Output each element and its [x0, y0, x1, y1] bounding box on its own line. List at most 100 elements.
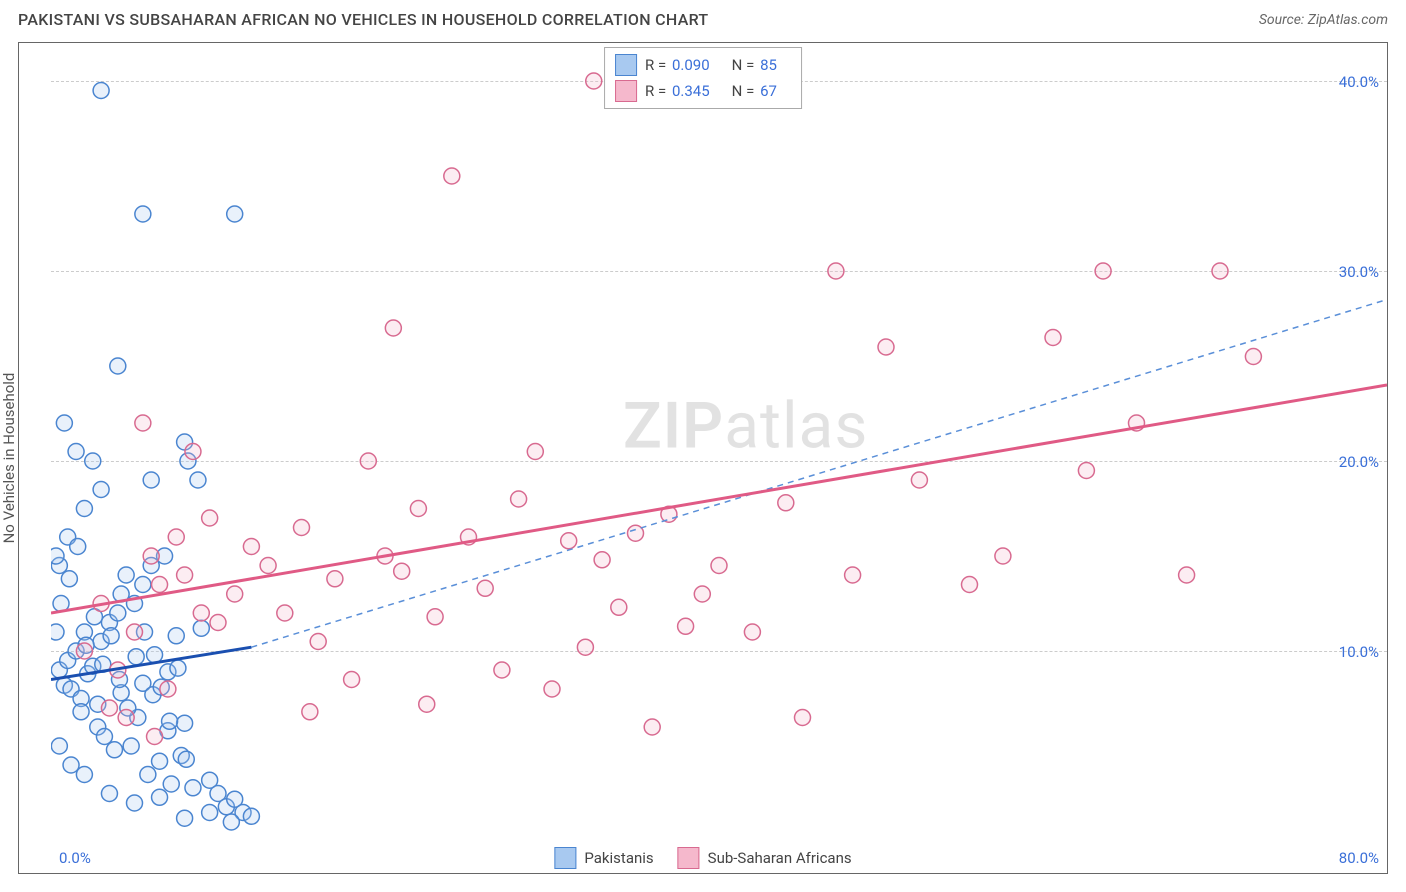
data-point — [123, 738, 139, 754]
legend-swatch — [615, 54, 637, 76]
data-point — [76, 501, 92, 517]
data-point — [73, 704, 89, 720]
data-point — [586, 73, 602, 89]
legend-item: Sub-Saharan Africans — [678, 847, 852, 869]
data-point — [828, 263, 844, 279]
legend-label: Sub-Saharan Africans — [708, 849, 852, 867]
data-point — [419, 696, 435, 712]
data-point — [76, 767, 92, 783]
data-point — [190, 472, 206, 488]
data-point — [561, 533, 577, 549]
data-point — [527, 444, 543, 460]
data-point — [168, 628, 184, 644]
data-point — [494, 662, 510, 678]
plot-area: ZIPatlas — [51, 43, 1387, 841]
data-point — [1095, 263, 1111, 279]
data-point — [51, 624, 64, 640]
data-point — [140, 767, 156, 783]
data-point — [410, 501, 426, 517]
data-point — [143, 472, 159, 488]
data-point — [168, 529, 184, 545]
data-point — [68, 444, 84, 460]
legend-label: Pakistanis — [584, 849, 653, 867]
data-point — [101, 786, 117, 802]
data-point — [56, 415, 72, 431]
legend-item: Pakistanis — [554, 847, 653, 869]
data-point — [110, 358, 126, 374]
chart-source: Source: ZipAtlas.com — [1259, 12, 1388, 28]
data-point — [962, 577, 978, 593]
legend-n: N = 85 — [732, 56, 791, 74]
data-point — [61, 571, 77, 587]
data-point — [147, 729, 163, 745]
data-point — [193, 620, 209, 636]
data-point — [128, 649, 144, 665]
data-point — [694, 586, 710, 602]
data-point — [118, 710, 134, 726]
data-point — [177, 810, 193, 826]
data-point — [227, 586, 243, 602]
chart-container: No Vehicles in Household ZIPatlas 0.0% 8… — [18, 42, 1388, 874]
data-point — [193, 605, 209, 621]
data-point — [444, 168, 460, 184]
data-point — [327, 571, 343, 587]
data-point — [1245, 349, 1261, 365]
data-point — [177, 715, 193, 731]
scatter-svg — [51, 43, 1387, 841]
data-point — [152, 753, 168, 769]
legend-swatch — [554, 847, 576, 869]
x-tick-max: 80.0% — [1339, 849, 1379, 867]
data-point — [594, 552, 610, 568]
data-point — [845, 567, 861, 583]
chart-header: PAKISTANI VS SUBSAHARAN AFRICAN NO VEHIC… — [0, 0, 1406, 35]
data-point — [544, 681, 560, 697]
legend-swatch — [678, 847, 700, 869]
data-point — [135, 415, 151, 431]
data-point — [101, 700, 117, 716]
data-point — [110, 605, 126, 621]
correlation-legend: R = 0.090 N = 85 R = 0.345 N = 67 — [604, 47, 802, 109]
legend-r: R = 0.090 — [645, 56, 724, 74]
trend-line-extrapolated — [251, 300, 1387, 648]
data-point — [477, 580, 493, 596]
data-point — [185, 444, 201, 460]
legend-n: N = 67 — [732, 82, 791, 100]
data-point — [93, 482, 109, 498]
data-point — [427, 609, 443, 625]
data-point — [152, 789, 168, 805]
data-point — [135, 577, 151, 593]
data-point — [227, 206, 243, 222]
data-point — [878, 339, 894, 355]
data-point — [795, 710, 811, 726]
data-point — [76, 643, 92, 659]
legend-r: R = 0.345 — [645, 82, 724, 100]
data-point — [260, 558, 276, 574]
y-axis-label: No Vehicles in Household — [0, 373, 18, 544]
data-point — [178, 751, 194, 767]
data-point — [127, 624, 143, 640]
data-point — [163, 776, 179, 792]
data-point — [243, 808, 259, 824]
data-point — [1179, 567, 1195, 583]
data-point — [1212, 263, 1228, 279]
data-point — [106, 742, 122, 758]
data-point — [51, 738, 67, 754]
data-point — [310, 634, 326, 650]
data-point — [344, 672, 360, 688]
data-point — [644, 719, 660, 735]
data-point — [302, 704, 318, 720]
data-point — [577, 639, 593, 655]
data-point — [1078, 463, 1094, 479]
legend-row: R = 0.345 N = 67 — [615, 78, 791, 104]
data-point — [170, 660, 186, 676]
data-point — [711, 558, 727, 574]
x-tick-min: 0.0% — [59, 849, 91, 867]
data-point — [162, 713, 178, 729]
data-point — [243, 539, 259, 555]
data-point — [103, 628, 119, 644]
data-point — [127, 795, 143, 811]
data-point — [385, 320, 401, 336]
data-point — [394, 563, 410, 579]
data-point — [223, 814, 239, 830]
data-point — [185, 780, 201, 796]
